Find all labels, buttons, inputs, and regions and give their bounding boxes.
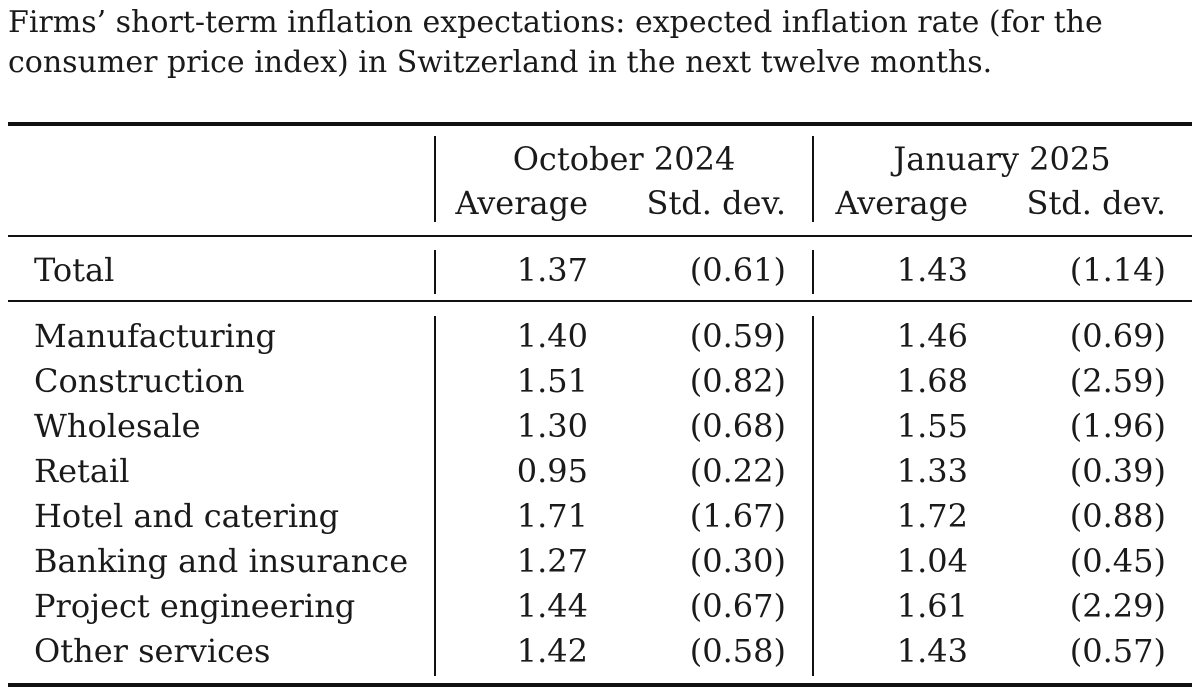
oct-average-value: 1.30 — [516, 407, 588, 445]
bottom-rule — [8, 683, 1192, 687]
jan-average-value: 1.04 — [896, 542, 968, 580]
label-divider-total — [434, 250, 436, 294]
row-label: Retail — [34, 452, 130, 490]
oct-average-value: 1.42 — [516, 632, 588, 670]
oct-average-value: 0.95 — [516, 452, 588, 490]
jan-stddev-value: (0.69) — [1069, 317, 1166, 355]
oct-stddev-value: (0.22) — [689, 452, 786, 490]
oct-average-value: 1.37 — [516, 251, 588, 289]
row-label: Banking and insurance — [34, 542, 409, 580]
row-label: Wholesale — [34, 407, 201, 445]
col-header-stddev-jan: Std. dev. — [1026, 184, 1166, 222]
jan-stddev-value: (0.45) — [1069, 542, 1166, 580]
jan-average-value: 1.43 — [896, 251, 968, 289]
row-label: Project engineering — [34, 587, 356, 625]
period-divider-body — [812, 316, 814, 676]
jan-stddev-value: (0.88) — [1069, 497, 1166, 535]
oct-stddev-value: (0.30) — [689, 542, 786, 580]
oct-average-value: 1.27 — [516, 542, 588, 580]
oct-stddev-value: (0.68) — [689, 407, 786, 445]
col-header-stddev-oct: Std. dev. — [646, 184, 786, 222]
period-divider-header — [812, 136, 814, 222]
top-rule — [8, 122, 1192, 126]
row-label: Construction — [34, 362, 245, 400]
row-label: Manufacturing — [34, 317, 276, 355]
oct-stddev-value: (0.58) — [689, 632, 786, 670]
jan-average-value: 1.72 — [896, 497, 968, 535]
oct-average-value: 1.71 — [516, 497, 588, 535]
oct-average-value: 1.40 — [516, 317, 588, 355]
jan-average-value: 1.68 — [896, 362, 968, 400]
jan-average-value: 1.43 — [896, 632, 968, 670]
header-rule — [8, 235, 1192, 237]
row-label: Other services — [34, 632, 271, 670]
total-rule — [8, 300, 1192, 302]
label-divider-header — [434, 136, 436, 222]
jan-stddev-value: (2.29) — [1069, 587, 1166, 625]
oct-average-value: 1.51 — [516, 362, 588, 400]
oct-stddev-value: (1.67) — [689, 497, 786, 535]
oct-stddev-value: (0.59) — [689, 317, 786, 355]
row-label: Hotel and catering — [34, 497, 340, 535]
table-caption: Firms’ short-term inflation expectations… — [8, 5, 1103, 80]
jan-average-value: 1.55 — [896, 407, 968, 445]
oct-average-value: 1.44 — [516, 587, 588, 625]
period-header-october-2024: October 2024 — [512, 140, 736, 178]
period-header-january-2025: January 2025 — [893, 140, 1111, 178]
jan-average-value: 1.33 — [896, 452, 968, 490]
jan-stddev-value: (0.39) — [1069, 452, 1166, 490]
jan-stddev-value: (0.57) — [1069, 632, 1166, 670]
jan-stddev-value: (2.59) — [1069, 362, 1166, 400]
jan-average-value: 1.46 — [896, 317, 968, 355]
col-header-average-jan: Average — [835, 184, 968, 222]
label-divider-body — [434, 316, 436, 676]
jan-stddev-value: (1.14) — [1069, 251, 1166, 289]
oct-stddev-value: (0.82) — [689, 362, 786, 400]
oct-stddev-value: (0.61) — [689, 251, 786, 289]
col-header-average-oct: Average — [455, 184, 588, 222]
jan-average-value: 1.61 — [896, 587, 968, 625]
row-label: Total — [34, 251, 115, 289]
period-divider-total — [812, 250, 814, 294]
oct-stddev-value: (0.67) — [689, 587, 786, 625]
jan-stddev-value: (1.96) — [1069, 407, 1166, 445]
